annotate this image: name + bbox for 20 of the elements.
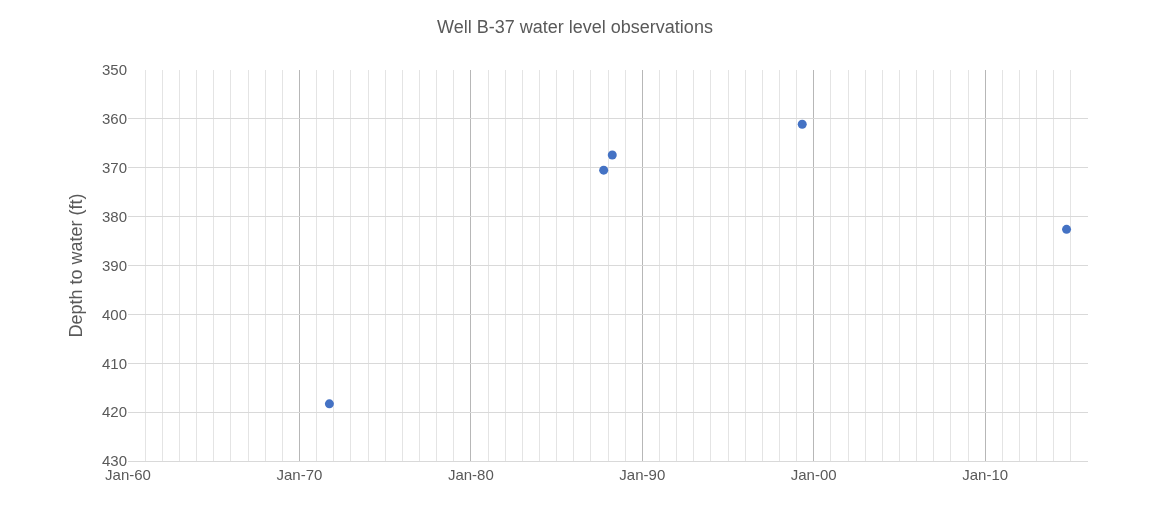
point xyxy=(1062,224,1072,234)
y-tick-label: 400 xyxy=(101,305,127,323)
point xyxy=(607,150,617,160)
y-tick-label: 420 xyxy=(101,403,127,421)
point xyxy=(324,399,334,409)
x-tick-label: Jan-90 xyxy=(619,466,666,483)
y-tick-label: 360 xyxy=(101,110,127,128)
x-tick-label: Jan-10 xyxy=(962,466,1009,483)
x-tick-label: Jan-80 xyxy=(447,466,494,483)
point xyxy=(599,165,609,175)
y-axis-title: Depth to water (ft) xyxy=(66,193,87,338)
x-tick-label: Jan-00 xyxy=(790,466,837,483)
point xyxy=(797,119,807,129)
chart-title: Well B-37 water level observations xyxy=(437,17,713,38)
y-tick-label: 370 xyxy=(101,159,127,176)
y-tick-label: 410 xyxy=(101,354,127,372)
y-tick-label: 380 xyxy=(101,207,127,225)
x-tick-label: Jan-70 xyxy=(276,466,323,483)
y-tick-label: 390 xyxy=(101,256,127,274)
y-tick-label: 350 xyxy=(101,61,127,79)
